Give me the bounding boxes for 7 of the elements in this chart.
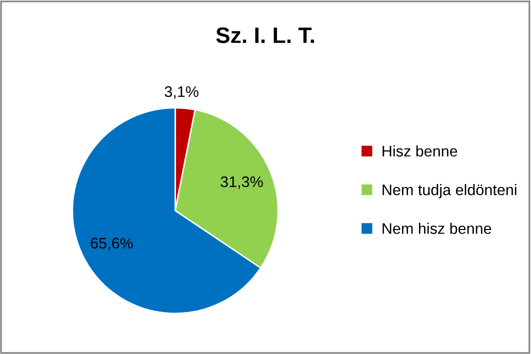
data-label: 31,3% bbox=[220, 176, 263, 189]
legend-label: Hisz benne bbox=[382, 145, 458, 157]
data-label: 3,1% bbox=[164, 86, 198, 99]
legend-label: Nem hisz benne bbox=[382, 222, 492, 234]
legend-label: Nem tudja eldönteni bbox=[382, 184, 516, 198]
chart-title: Sz. I. L. T. bbox=[216, 27, 314, 44]
data-label: 65,6% bbox=[90, 238, 133, 250]
